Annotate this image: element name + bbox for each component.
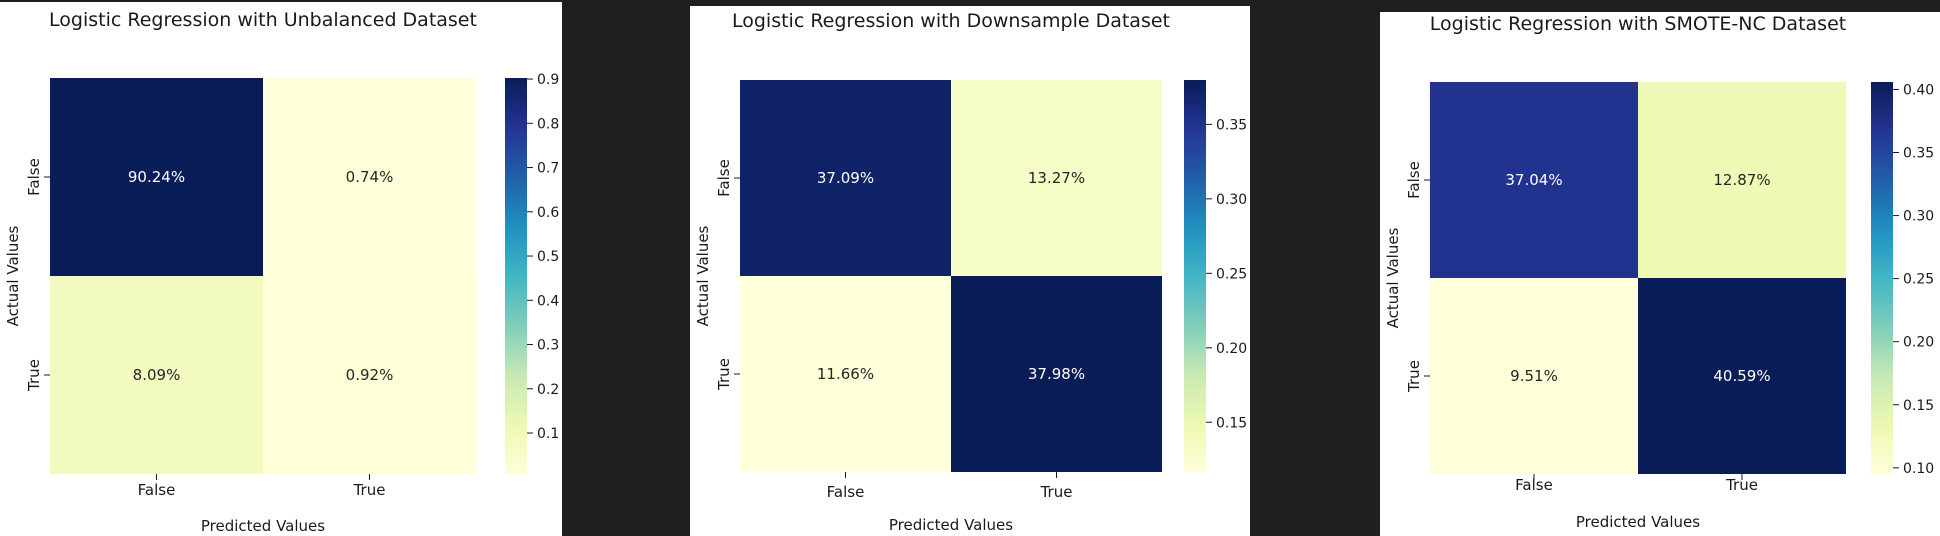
chart-title: Logistic Regression with Downsample Data…: [732, 10, 1170, 32]
y-tick-label: False: [1405, 161, 1423, 199]
cell-annotation: 37.98%: [1028, 365, 1085, 383]
colorbar-tick-label: 0.25: [1216, 266, 1247, 282]
chart-title: Logistic Regression with SMOTE-NC Datase…: [1430, 13, 1846, 35]
colorbar-tick-label: 0.9: [537, 72, 559, 88]
heatmap-cell: [50, 276, 263, 474]
y-axis-label: Actual Values: [694, 225, 712, 326]
y-tick-label: False: [25, 158, 43, 196]
cell-annotation: 12.87%: [1713, 171, 1770, 189]
cell-annotation: 40.59%: [1713, 367, 1770, 385]
cell-annotation: 8.09%: [133, 366, 181, 384]
heatmap-cell: [263, 276, 476, 474]
colorbar-tick-label: 0.7: [537, 161, 559, 177]
x-tick-label: True: [1040, 483, 1073, 501]
heatmap-unbalanced: Logistic Regression with Unbalanced Data…: [4, 9, 559, 535]
colorbar-tick-label: 0.10: [1903, 461, 1934, 477]
colorbar-tick-label: 0.35: [1903, 146, 1934, 162]
cell-annotation: 13.27%: [1028, 169, 1085, 187]
x-tick-label: True: [353, 481, 386, 499]
heatmap-downsample: Logistic Regression with Downsample Data…: [694, 10, 1247, 534]
x-tick-label: True: [1725, 476, 1758, 494]
colorbar-tick-label: 0.25: [1903, 272, 1934, 288]
x-axis-label: Predicted Values: [1576, 513, 1700, 531]
colorbar-tick-label: 0.15: [1216, 415, 1247, 431]
heatmap-cell: [740, 276, 951, 472]
heatmap-cell: [951, 80, 1162, 276]
colorbar: [505, 78, 527, 474]
colorbar-tick-label: 0.30: [1216, 192, 1247, 208]
y-axis-label: Actual Values: [4, 225, 22, 326]
colorbar-tick-label: 0.20: [1903, 335, 1934, 351]
colorbar-tick-label: 0.5: [537, 249, 559, 265]
cell-annotation: 90.24%: [128, 168, 185, 186]
chart-panel-smote-nc: Logistic Regression with SMOTE-NC Datase…: [1380, 12, 1940, 536]
colorbar-tick-label: 0.8: [537, 116, 559, 132]
colorbar-tick-label: 0.20: [1216, 341, 1247, 357]
y-axis-label: Actual Values: [1384, 227, 1402, 328]
y-tick-label: True: [715, 358, 733, 391]
chart-title: Logistic Regression with Unbalanced Data…: [49, 9, 477, 31]
colorbar-tick-label: 0.3: [537, 338, 559, 354]
heatmap-cell: [1430, 278, 1638, 474]
colorbar-tick-label: 0.15: [1903, 398, 1934, 414]
y-tick-label: True: [25, 359, 43, 392]
cell-annotation: 0.74%: [346, 168, 394, 186]
heatmap-cell: [263, 78, 476, 276]
x-tick-label: False: [827, 483, 865, 501]
colorbar-tick-label: 0.35: [1216, 117, 1247, 133]
colorbar-tick-label: 0.30: [1903, 209, 1934, 225]
cell-annotation: 9.51%: [1510, 367, 1558, 385]
heatmap-cell: [1638, 82, 1846, 278]
cell-annotation: 11.66%: [817, 365, 874, 383]
colorbar: [1184, 80, 1206, 472]
heatmap-cell: [1430, 82, 1638, 278]
y-tick-label: False: [715, 159, 733, 197]
colorbar-tick-label: 0.4: [537, 293, 559, 309]
colorbar-tick-label: 0.2: [537, 382, 559, 398]
heatmap-smote-nc: Logistic Regression with SMOTE-NC Datase…: [1384, 13, 1934, 531]
heatmap-cell: [1638, 278, 1846, 474]
x-tick-label: False: [1515, 476, 1553, 494]
x-axis-label: Predicted Values: [889, 516, 1013, 534]
x-axis-label: Predicted Values: [201, 517, 325, 535]
colorbar-tick-label: 0.40: [1903, 82, 1934, 98]
cell-annotation: 37.09%: [817, 169, 874, 187]
x-tick-label: False: [138, 481, 176, 499]
heatmap-cell: [740, 80, 951, 276]
cell-annotation: 0.92%: [346, 366, 394, 384]
colorbar: [1871, 82, 1893, 474]
heatmap-cell: [50, 78, 263, 276]
colorbar-tick-label: 0.1: [537, 426, 559, 442]
colorbar-tick-label: 0.6: [537, 205, 559, 221]
y-tick-label: True: [1405, 360, 1423, 393]
cell-annotation: 37.04%: [1505, 171, 1562, 189]
chart-panel-downsample: Logistic Regression with Downsample Data…: [690, 6, 1250, 536]
heatmap-cell: [951, 276, 1162, 472]
chart-panel-unbalanced: Logistic Regression with Unbalanced Data…: [0, 2, 562, 536]
